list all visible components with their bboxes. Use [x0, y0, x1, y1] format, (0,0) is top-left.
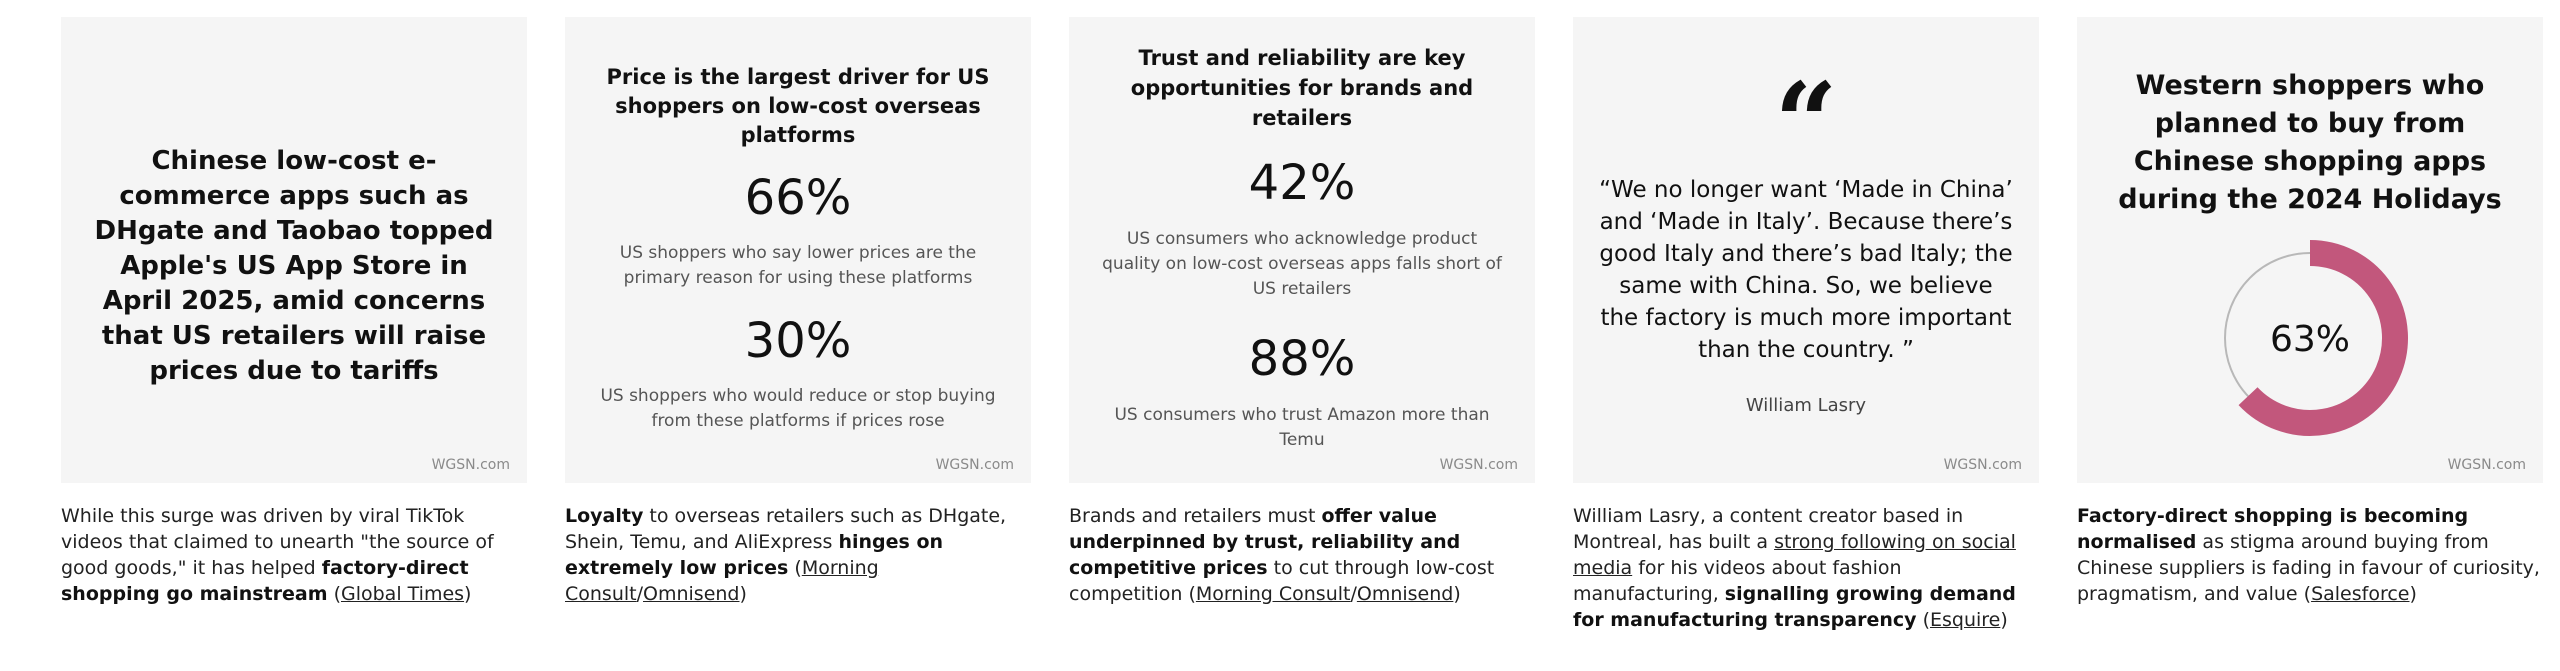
stat-42-percent: 42%: [1248, 155, 1356, 211]
card-4-caption: William Lasry, a content creator based i…: [1573, 505, 2016, 631]
watermark: WGSN.com: [2447, 457, 2526, 473]
watermark: WGSN.com: [1943, 457, 2022, 473]
link-social-media[interactable]: strong following on social media: [1573, 531, 2016, 579]
quote-mark-icon: “: [1774, 58, 1838, 187]
stat-42-description: US consumers who acknowledge product qua…: [1102, 229, 1502, 299]
column-2: Price is the largest driver for US shopp…: [565, 17, 1031, 607]
watermark: WGSN.com: [431, 457, 510, 473]
link-omnisend[interactable]: Omnisend: [643, 583, 740, 605]
link-morning-consult[interactable]: Morning Consult: [1195, 583, 1351, 605]
card-4: “ “We no longer want ‘Made in China’ and…: [1573, 17, 2039, 483]
quote-text: “We no longer want ‘Made in China’ and ‘…: [1599, 177, 2013, 363]
column-4: “ “We no longer want ‘Made in China’ and…: [1573, 17, 2039, 633]
stat-66-percent: 66%: [744, 170, 852, 226]
link-global-times[interactable]: Global Times: [341, 583, 465, 605]
card-3: Trust and reliability are key opportunit…: [1069, 17, 1535, 483]
card-3-headline: Trust and reliability are key opportunit…: [1130, 46, 1474, 130]
card-5-headline: Western shoppers who planned to buy from…: [2118, 70, 2502, 215]
link-esquire[interactable]: Esquire: [1929, 609, 2001, 631]
column-3: Trust and reliability are key opportunit…: [1069, 17, 1535, 607]
donut-chart: 63%: [2224, 240, 2408, 436]
card-3-caption: Brands and retailers must offer value un…: [1069, 505, 1495, 605]
column-1: Chinese low-cost e-commerce apps such as…: [61, 17, 527, 607]
card-1: Chinese low-cost e-commerce apps such as…: [61, 17, 527, 483]
card-2-headline: Price is the largest driver for US shopp…: [606, 65, 990, 147]
card-2: Price is the largest driver for US shopp…: [565, 17, 1031, 483]
stat-66-description: US shoppers who say lower prices are the…: [619, 243, 977, 288]
watermark: WGSN.com: [935, 457, 1014, 473]
watermark: WGSN.com: [1439, 457, 1518, 473]
quote-author: William Lasry: [1745, 395, 1867, 416]
card-1-headline: Chinese low-cost e-commerce apps such as…: [94, 146, 494, 386]
donut-arc: [2238, 240, 2408, 436]
link-salesforce[interactable]: Salesforce: [2311, 583, 2410, 605]
stat-88-percent: 88%: [1248, 331, 1356, 387]
card-2-caption: Loyalty to overseas retailers such as DH…: [565, 505, 1007, 605]
card-5: Western shoppers who planned to buy from…: [2077, 17, 2543, 483]
stat-30-percent: 30%: [744, 313, 852, 369]
stat-30-description: US shoppers who would reduce or stop buy…: [600, 386, 996, 431]
link-morning-consult[interactable]: Morning Consult: [565, 557, 879, 605]
column-5: Western shoppers who planned to buy from…: [2077, 17, 2543, 607]
donut-label: 63%: [2270, 319, 2350, 360]
card-1-caption: While this surge was driven by viral Tik…: [61, 505, 494, 605]
link-omnisend[interactable]: Omnisend: [1356, 583, 1454, 605]
stat-88-description: US consumers who trust Amazon more than …: [1114, 405, 1490, 450]
card-5-caption: Factory-direct shopping is becoming norm…: [2077, 505, 2540, 605]
